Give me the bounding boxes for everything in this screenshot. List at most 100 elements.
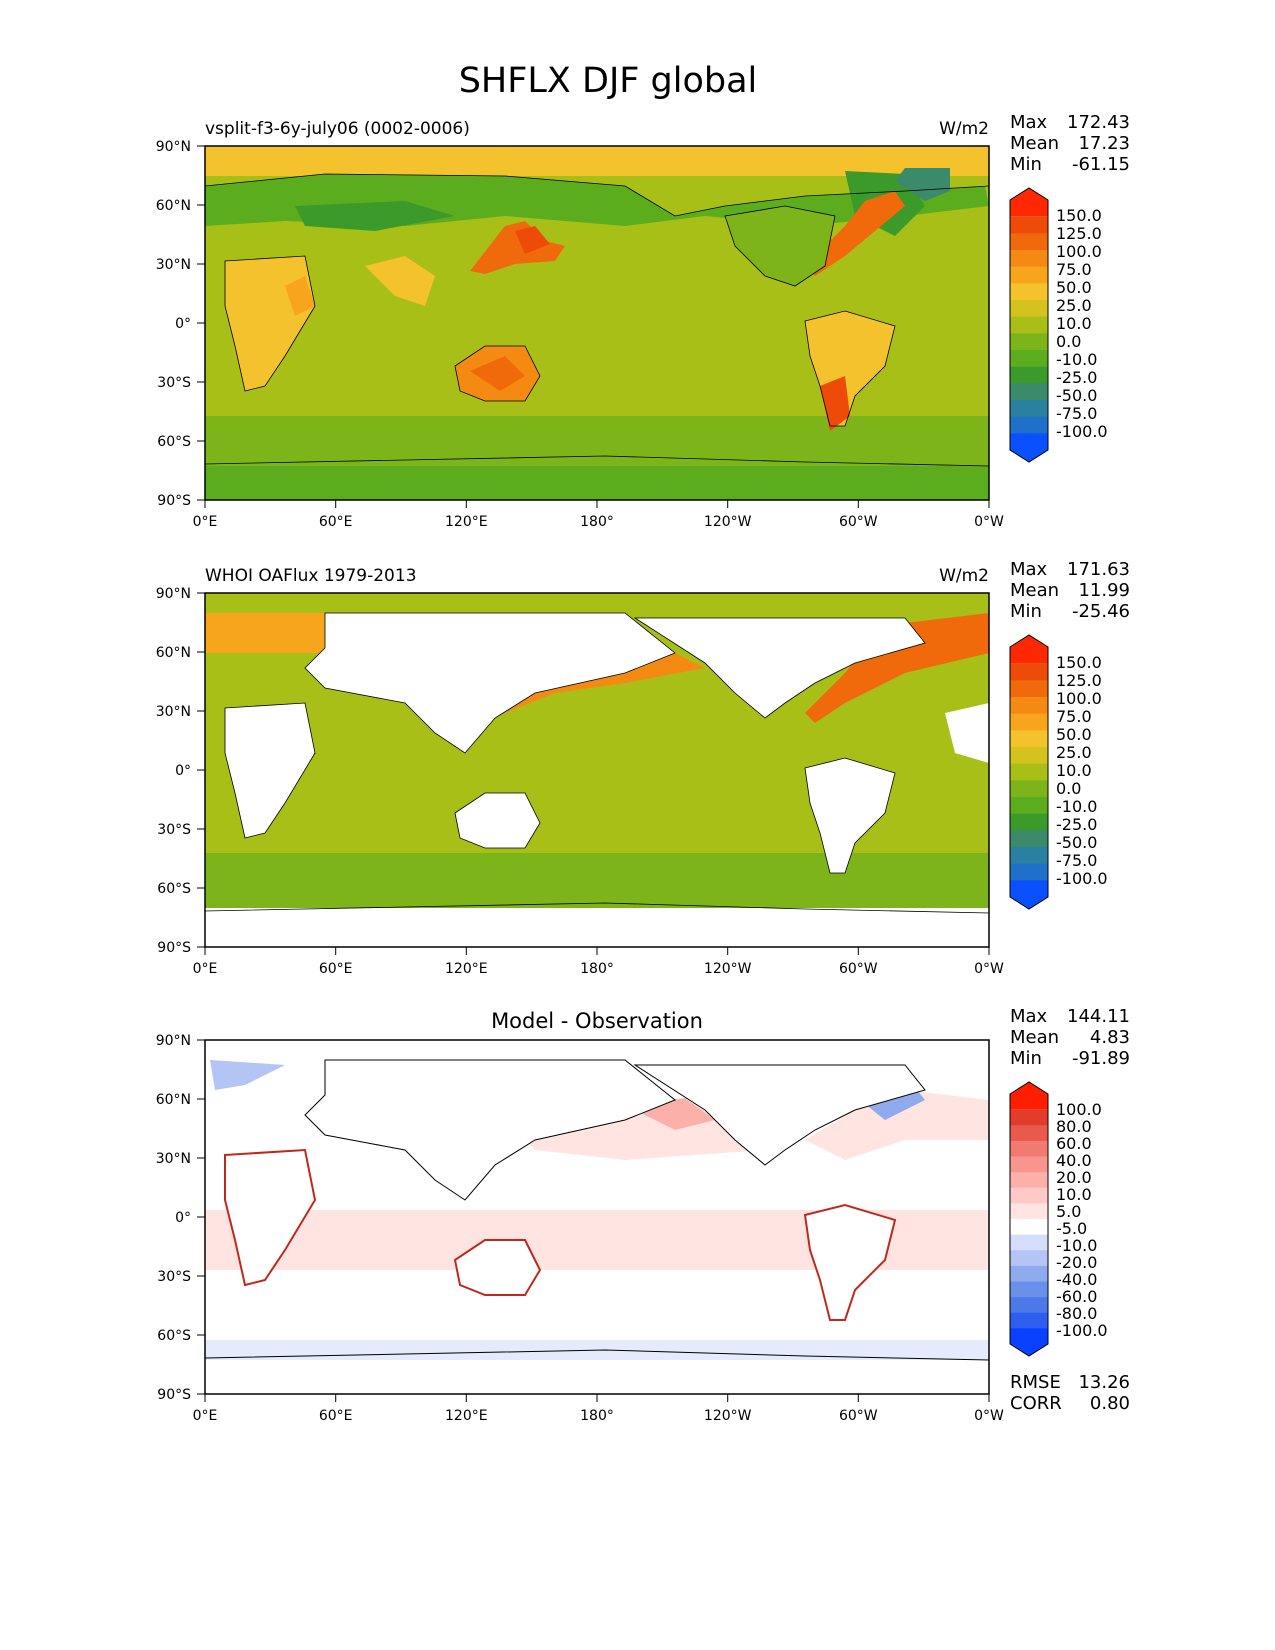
colorbar-label: -10.0 (1056, 797, 1097, 816)
lon-tick-label: 180° (580, 1408, 614, 1424)
colorbar-label: -50.0 (1056, 386, 1097, 405)
panel-difference: Model - Observation (156, 1006, 1130, 1424)
lon-tick-label: 120°E (445, 961, 488, 977)
stat-label: Mean (1010, 1027, 1059, 1048)
panel-center-title: Model - Observation (491, 1009, 703, 1033)
colorbar-label: 10.0 (1056, 761, 1092, 780)
lon-tick-label: 60°E (319, 1408, 353, 1424)
colorbar-label: 0.0 (1056, 332, 1081, 351)
figure-title: SHFLX DJF global (459, 61, 758, 101)
colorbar-band (1010, 1250, 1048, 1267)
panel-left-title: vsplit-f3-6y-july06 (0002-0006) (205, 119, 470, 139)
colorbar-band (1010, 813, 1048, 831)
lon-tick-label: 0°W (974, 514, 1004, 530)
colorbar-labels: 150.0 125.0 100.0 75.0 50.0 25.0 10.0 0.… (1056, 206, 1108, 441)
colorbar-band (1010, 880, 1048, 909)
colorbar-band (1010, 1140, 1048, 1157)
map-field (205, 146, 989, 500)
stat-label: Max (1010, 112, 1048, 133)
lat-tick-label: 90°N (156, 139, 191, 155)
stats-block: Max 172.43 Mean 17.23 Min -61.15 (1010, 112, 1130, 175)
colorbar-label: 40.0 (1056, 1151, 1092, 1170)
colorbar-labels: 100.0 80.0 60.0 40.0 20.0 10.0 5.0 -5.0 … (1056, 1100, 1108, 1340)
colorbar-band (1010, 1312, 1048, 1329)
stat-value: -61.15 (1072, 154, 1130, 175)
colorbar-band (1010, 863, 1048, 881)
colorbar-band (1010, 283, 1048, 301)
colorbar-label: 5.0 (1056, 1202, 1081, 1221)
map-field (205, 593, 989, 947)
colorbar-label: -100.0 (1056, 422, 1108, 441)
colorbar-band (1010, 400, 1048, 418)
lat-tick-label: 60°S (157, 1328, 191, 1344)
colorbar-label: -60.0 (1056, 1287, 1097, 1306)
lat-tick-label: 90°N (156, 586, 191, 602)
colorbar-band (1010, 797, 1048, 815)
colorbar-band (1010, 216, 1048, 234)
lat-tick-label: 60°N (156, 198, 191, 214)
lon-tick-label: 0°E (193, 514, 218, 530)
colorbar: 100.0 80.0 60.0 40.0 20.0 10.0 5.0 -5.0 … (1009, 1081, 1108, 1357)
stat-label: RMSE (1010, 1372, 1061, 1393)
colorbar-label: 125.0 (1056, 224, 1102, 243)
lat-tick-label: 30°N (156, 704, 191, 720)
colorbar-label: -80.0 (1056, 1304, 1097, 1323)
score-block: RMSE 13.26 CORR 0.80 (1010, 1372, 1130, 1414)
colorbar-band (1010, 333, 1048, 351)
colorbar-label: -100.0 (1056, 869, 1108, 888)
colorbar-label: 20.0 (1056, 1168, 1092, 1187)
lon-tick-label: 60°E (319, 514, 353, 530)
colorbar-label: 10.0 (1056, 1185, 1092, 1204)
map-coastlines (205, 1059, 989, 1361)
colorbar-band (1010, 1109, 1048, 1126)
stat-value: 171.63 (1067, 559, 1130, 580)
lon-tick-label: 60°E (319, 961, 353, 977)
colorbar-label: 75.0 (1056, 707, 1092, 726)
colorbar-label: 100.0 (1056, 1100, 1102, 1119)
colorbar-label: 150.0 (1056, 653, 1102, 672)
colorbar-label: -75.0 (1056, 404, 1097, 423)
lon-tick-label: 120°E (445, 514, 488, 530)
lat-tick-label: 90°S (157, 1387, 191, 1403)
panel-units: W/m2 (939, 566, 989, 586)
stat-value: -25.46 (1072, 601, 1130, 622)
lat-tick-label: 60°N (156, 1092, 191, 1108)
colorbar-band (1010, 663, 1048, 681)
panel-left-title: WHOI OAFlux 1979-2013 (205, 566, 417, 586)
lon-tick-label: 120°W (704, 1408, 752, 1424)
lat-tick-label: 30°S (157, 1269, 191, 1285)
lon-axis: 0°E 60°E 120°E 180° 120°W 60°W 0°W (193, 500, 1004, 530)
colorbar-band (1010, 680, 1048, 698)
lon-tick-label: 180° (580, 514, 614, 530)
colorbar-label: -20.0 (1056, 1253, 1097, 1272)
colorbar-label: -25.0 (1056, 368, 1097, 387)
lon-tick-label: 60°W (839, 961, 878, 977)
colorbar-band (1010, 1265, 1048, 1282)
lon-tick-label: 180° (580, 961, 614, 977)
stat-label: Min (1010, 601, 1042, 622)
colorbar-label: 50.0 (1056, 725, 1092, 744)
colorbar: 150.0 125.0 100.0 75.0 50.0 25.0 10.0 0.… (1009, 634, 1108, 910)
colorbar-labels: 150.0 125.0 100.0 75.0 50.0 25.0 10.0 0.… (1056, 653, 1108, 888)
stat-value: 0.80 (1090, 1393, 1130, 1414)
colorbar-band (1010, 366, 1048, 384)
colorbar-band (1010, 847, 1048, 865)
colorbar-label: -10.0 (1056, 1236, 1097, 1255)
colorbar-label: 125.0 (1056, 671, 1102, 690)
stat-value: -91.89 (1072, 1048, 1130, 1069)
colorbar-label: 50.0 (1056, 278, 1092, 297)
colorbar-band (1010, 250, 1048, 268)
colorbar-band (1010, 1203, 1048, 1220)
colorbar-label: 100.0 (1056, 242, 1102, 261)
colorbar-band (1010, 188, 1048, 217)
colorbar-band (1010, 780, 1048, 798)
colorbar-outline (1009, 634, 1049, 910)
colorbar-band (1010, 730, 1048, 748)
lon-tick-label: 120°E (445, 1408, 488, 1424)
colorbar-band (1010, 1156, 1048, 1173)
stat-value: 4.83 (1090, 1027, 1130, 1048)
colorbar-label: 150.0 (1056, 206, 1102, 225)
lat-tick-label: 30°N (156, 1151, 191, 1167)
colorbar-band (1010, 1125, 1048, 1142)
